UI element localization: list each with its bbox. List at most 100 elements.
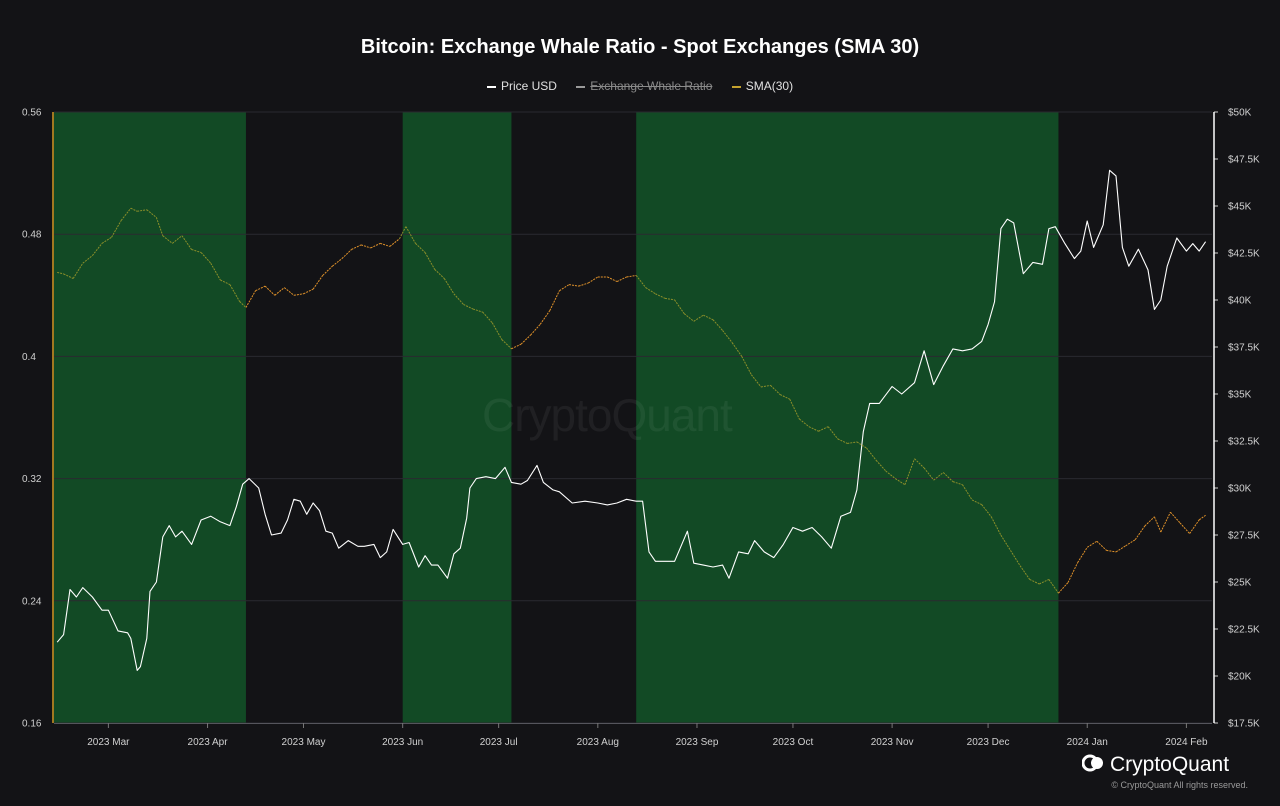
legend-label-sma30: SMA(30) bbox=[745, 79, 794, 93]
sma30-line-segment bbox=[274, 287, 285, 296]
sma30-line-segment bbox=[990, 516, 1002, 536]
right-axis-tick-label: $35K bbox=[1228, 390, 1252, 401]
sma30-line-segment bbox=[491, 322, 503, 340]
sma30-line-segment bbox=[91, 243, 103, 256]
sma30-line-segment bbox=[981, 504, 992, 518]
sma30-line-segment bbox=[645, 287, 656, 295]
sma30-line-segment bbox=[351, 244, 362, 250]
sma30-line-segment bbox=[674, 299, 685, 314]
sma30-line-segment bbox=[923, 467, 935, 481]
sma30-line-segment bbox=[962, 484, 973, 501]
sma30-line-segment bbox=[904, 458, 915, 485]
sma30-line-segment bbox=[607, 276, 618, 283]
sma30-line-segment bbox=[443, 278, 455, 295]
sma30-line-segment bbox=[952, 481, 963, 486]
sma30-line-segment bbox=[162, 235, 173, 244]
sma30-line-segment bbox=[770, 385, 781, 395]
sma30-line-segment bbox=[303, 288, 314, 295]
sma30-line-segment bbox=[130, 207, 138, 212]
sma30-line-segment bbox=[463, 304, 474, 310]
sma30-line-segment bbox=[111, 220, 122, 238]
right-axis-tick-label: $22.5K bbox=[1228, 625, 1260, 636]
sma30-line-segment bbox=[539, 310, 551, 325]
sma30-line-segment bbox=[210, 262, 221, 281]
right-axis-tick-label: $30K bbox=[1228, 484, 1252, 495]
brand-name: CryptoQuant bbox=[1110, 753, 1230, 776]
right-axis-tick-label: $27.5K bbox=[1228, 531, 1260, 542]
x-axis-tick-label: 2023 Mar bbox=[87, 737, 130, 748]
sma30-line-segment bbox=[664, 297, 675, 301]
sma30-line-segment bbox=[1106, 549, 1117, 553]
sma30-line-segment bbox=[731, 342, 743, 357]
right-axis-tick-label: $37.5K bbox=[1228, 343, 1260, 354]
right-axis-tick-label: $32.5K bbox=[1228, 437, 1260, 448]
sma30-line-segment bbox=[1019, 565, 1031, 580]
left-axis-tick-label: 0.16 bbox=[22, 719, 42, 730]
legend-item-sma30[interactable]: SMA(30) bbox=[731, 79, 794, 93]
sma30-line-segment bbox=[264, 285, 276, 296]
legend-item-price-usd[interactable]: Price USD bbox=[486, 79, 557, 93]
sma30-line-segment bbox=[293, 293, 304, 296]
sma30-line-segment bbox=[501, 339, 512, 350]
right-axis-tick-label: $47.5K bbox=[1228, 155, 1260, 166]
sma30-line-segment bbox=[1039, 578, 1050, 585]
sma30-line-segment bbox=[1067, 562, 1079, 583]
sma30-line-segment bbox=[693, 314, 704, 322]
sma30-line-segment bbox=[453, 293, 464, 305]
left-axis-tick-label: 0.4 bbox=[22, 352, 36, 363]
sma30-line-segment bbox=[284, 287, 295, 296]
sma30-line-segment bbox=[549, 290, 560, 311]
sma30-line-segment bbox=[789, 398, 800, 420]
right-axis-tick-label: $45K bbox=[1228, 202, 1252, 213]
x-axis-tick-label: 2023 Dec bbox=[967, 737, 1010, 748]
sma30-line-segment bbox=[312, 275, 324, 290]
sma30-line-segment bbox=[146, 209, 157, 218]
sma30-line-segment bbox=[875, 459, 887, 472]
left-axis-tick-label: 0.48 bbox=[22, 230, 42, 241]
left-axis-tick-label: 0.32 bbox=[22, 474, 42, 485]
copyright: © CryptoQuant All rights reserved. bbox=[1111, 780, 1248, 790]
cryptoquant-logo-icon bbox=[1082, 754, 1103, 772]
legend-swatch-exchange-whale-ratio bbox=[576, 85, 586, 88]
sma30-line-segment bbox=[341, 249, 352, 260]
sma30-line-segment bbox=[933, 472, 944, 481]
right-axis-tick-label: $17.5K bbox=[1228, 719, 1260, 730]
brand-logo: CryptoQuant bbox=[1082, 752, 1229, 777]
right-axis-tick-label: $50K bbox=[1228, 108, 1252, 119]
sma30-line-segment bbox=[191, 248, 202, 254]
x-axis-tick-label: 2023 Sep bbox=[676, 737, 719, 748]
sma30-line-segment bbox=[1198, 514, 1206, 521]
sma30-line-segment bbox=[587, 276, 599, 284]
legend-item-exchange-whale-ratio[interactable]: Exchange Whale Ratio bbox=[576, 79, 712, 93]
highlight-band-3 bbox=[636, 112, 1059, 723]
sma30-line-segment bbox=[760, 384, 771, 388]
sma30-line-segment bbox=[741, 356, 752, 375]
sma30-line-segment bbox=[155, 217, 164, 236]
sma30-line-segment bbox=[72, 262, 84, 279]
sma30-line-segment bbox=[101, 236, 112, 244]
sma30-line-segment bbox=[799, 418, 810, 428]
legend-swatch-sma30 bbox=[731, 85, 741, 88]
sma30-line-segment bbox=[1096, 540, 1107, 551]
sma30-line-segment bbox=[370, 242, 381, 249]
sma30-line-segment bbox=[520, 334, 531, 345]
legend: Price USD Exchange Whale Ratio SMA(30) bbox=[0, 79, 1280, 93]
x-axis-tick-label: 2023 May bbox=[282, 737, 326, 748]
axes: 0.56 0.48 0.4 0.32 0.24 0.16 $50K $47.5K $45K $42… bbox=[22, 108, 1260, 749]
sma30-line-segment bbox=[1029, 578, 1040, 585]
x-axis-tick-label: 2023 Jun bbox=[382, 737, 423, 748]
sma30-line-segment bbox=[322, 265, 333, 276]
sma30-line-segment bbox=[750, 374, 762, 388]
sma30-line-segment bbox=[683, 313, 695, 322]
sma30-line-segment bbox=[511, 343, 522, 350]
sma30-line-segment bbox=[255, 285, 266, 292]
left-axis-tick-label: 0.24 bbox=[22, 596, 42, 607]
sma30-line-segment bbox=[424, 252, 436, 270]
price-usd-line bbox=[56, 169, 1207, 671]
right-axis-tick-label: $40K bbox=[1228, 296, 1252, 307]
legend-swatch-price-usd bbox=[486, 85, 496, 88]
sma30-line-segment bbox=[1189, 519, 1200, 534]
sma30-line-segment bbox=[389, 238, 400, 247]
sma30-line-segment bbox=[415, 243, 426, 253]
